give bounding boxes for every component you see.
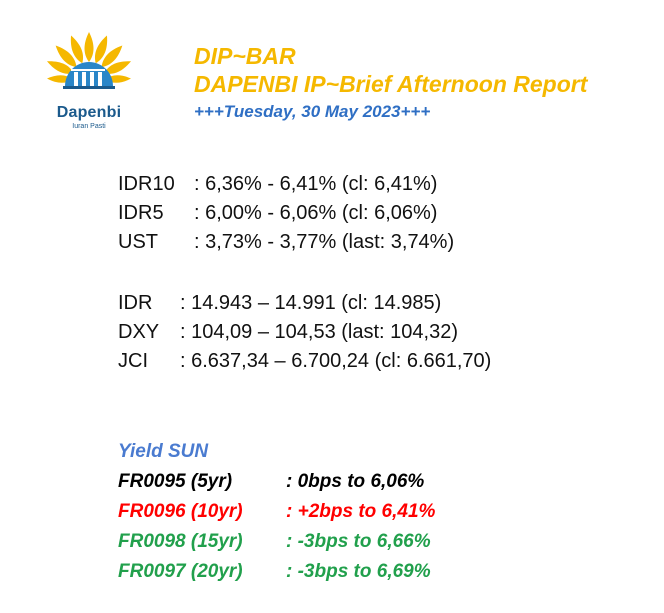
report-title: DIP~BAR: [194, 43, 296, 69]
logo-tagline: Iuran Pasti: [72, 123, 106, 130]
market-label: DXY: [118, 321, 160, 343]
market-label: IDR: [118, 292, 153, 314]
market-row-dxy: DXY : 104,09 – 104,53 (last: 104,32): [118, 318, 491, 347]
bond-label: FR0095 (5yr): [118, 471, 233, 492]
rate-row-ust: UST : 3,73% - 3,77% (last: 3,74%): [118, 228, 454, 257]
bond-change: : 0bps to 6,06%: [286, 471, 425, 492]
bond-label: FR0097 (20yr): [118, 561, 243, 582]
rates-block: IDR10 : 6,36% - 6,41% (cl: 6,41%) IDR5 :…: [118, 170, 454, 257]
market-block: IDR : 14.943 – 14.991 (cl: 14.985) DXY :…: [118, 289, 491, 376]
logo-name: Dapenbi: [56, 104, 122, 121]
bond-label: FR0096 (10yr): [118, 501, 243, 522]
report-date: +++Tuesday, 30 May 2023+++: [194, 102, 431, 121]
bond-change: : +2bps to 6,41%: [286, 501, 436, 522]
rate-label: IDR5: [118, 202, 164, 224]
rate-value: : 3,73% - 3,77% (last: 3,74%): [194, 231, 455, 253]
market-row-idr: IDR : 14.943 – 14.991 (cl: 14.985): [118, 289, 491, 318]
yield-row-fr0097: FR0097 (20yr) : -3bps to 6,69%: [118, 557, 435, 587]
yield-row-fr0096: FR0096 (10yr) : +2bps to 6,41%: [118, 497, 435, 527]
bond-change: : -3bps to 6,69%: [286, 561, 431, 582]
rate-value: : 6,00% - 6,06% (cl: 6,06%): [194, 202, 438, 224]
market-row-jci: JCI : 6.637,34 – 6.700,24 (cl: 6.661,70): [118, 347, 491, 376]
sun-building-icon: [46, 32, 132, 89]
market-value: : 14.943 – 14.991 (cl: 14.985): [180, 292, 442, 314]
rate-row-idr5: IDR5 : 6,00% - 6,06% (cl: 6,06%): [118, 199, 454, 228]
market-value: : 6.637,34 – 6.700,24 (cl: 6.661,70): [180, 350, 492, 372]
report-header: DIP~BAR DAPENBI IP~Brief Afternoon Repor…: [194, 42, 587, 124]
rate-label: IDR10: [118, 173, 175, 195]
market-value: : 104,09 – 104,53 (last: 104,32): [180, 321, 458, 343]
rate-row-idr10: IDR10 : 6,36% - 6,41% (cl: 6,41%): [118, 170, 454, 199]
market-label: JCI: [118, 350, 148, 372]
yield-heading: Yield SUN: [118, 441, 209, 462]
rate-label: UST: [118, 231, 158, 253]
yield-sun-block: Yield SUN FR0095 (5yr) : 0bps to 6,06% F…: [118, 437, 435, 587]
rate-value: : 6,36% - 6,41% (cl: 6,41%): [194, 173, 438, 195]
yield-row-fr0095: FR0095 (5yr) : 0bps to 6,06%: [118, 467, 435, 497]
bond-change: : -3bps to 6,66%: [286, 531, 431, 552]
dapenbi-logo: Dapenbi Iuran Pasti: [40, 30, 170, 140]
report-subtitle: DAPENBI IP~Brief Afternoon Report: [194, 71, 588, 97]
bond-label: FR0098 (15yr): [118, 531, 243, 552]
yield-row-fr0098: FR0098 (15yr) : -3bps to 6,66%: [118, 527, 435, 557]
